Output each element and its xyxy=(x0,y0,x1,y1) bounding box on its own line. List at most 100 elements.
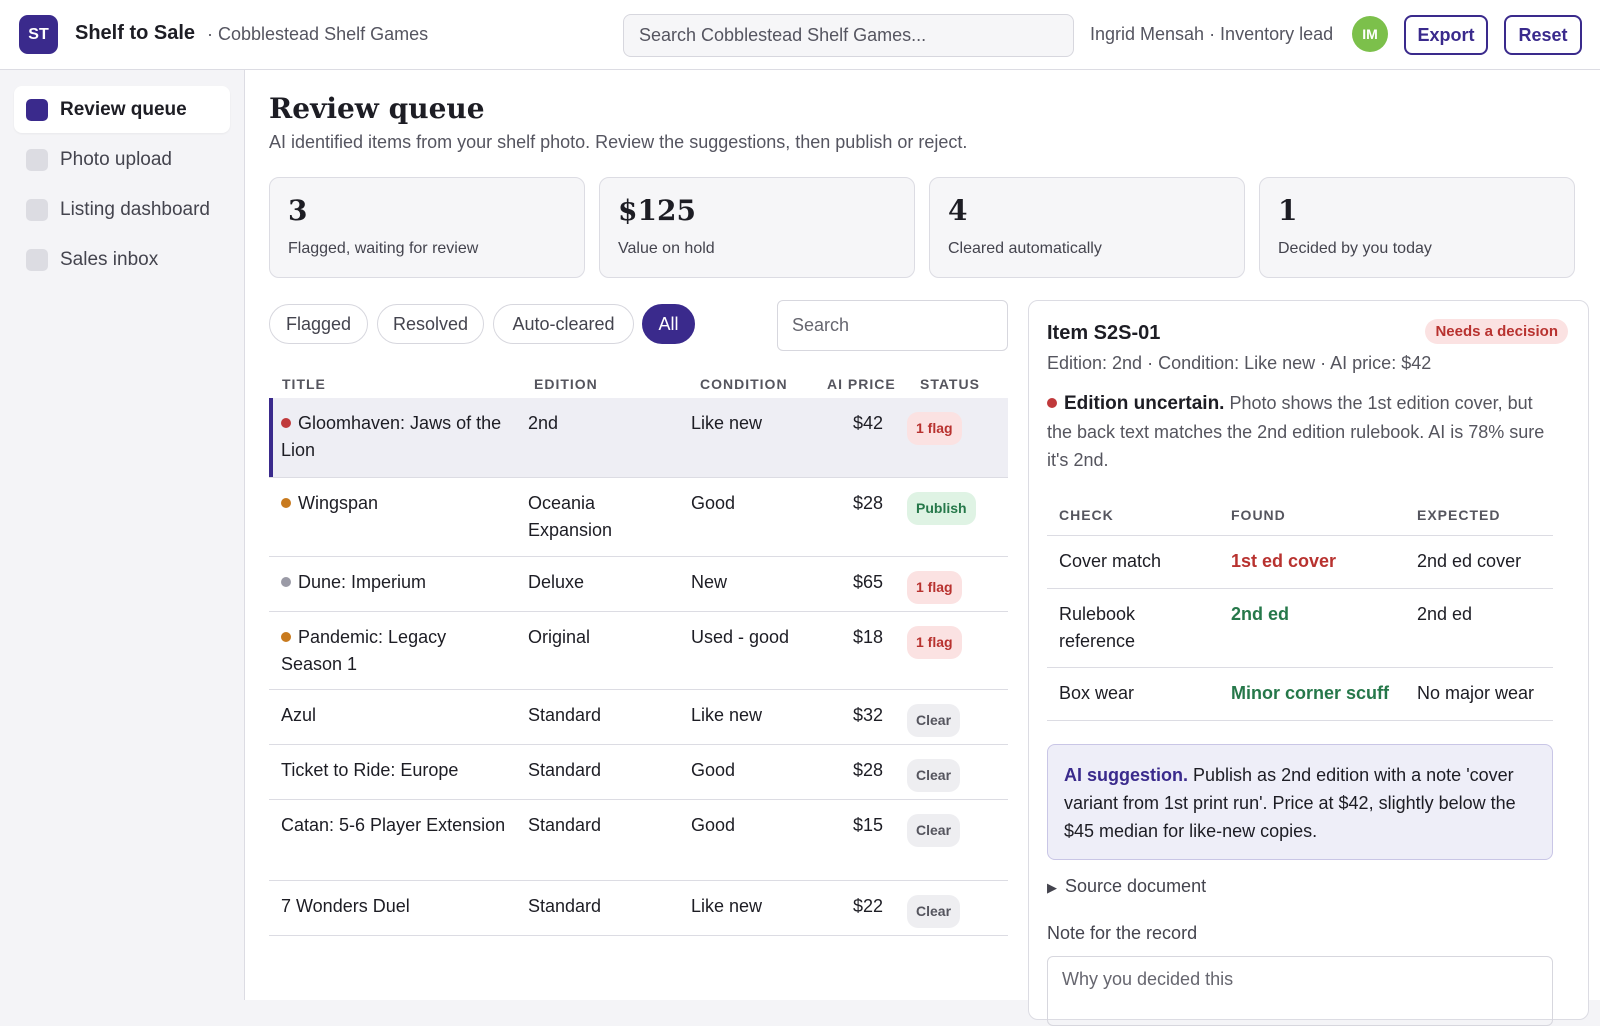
column-header-ai-price[interactable]: AI PRICE xyxy=(827,376,896,392)
column-header-condition[interactable]: CONDITION xyxy=(700,376,788,392)
triangle-right-icon: ▶ xyxy=(1047,880,1057,895)
avatar[interactable]: IM xyxy=(1352,16,1388,52)
table-row[interactable]: Ticket to Ride: Europe Standard Good $28 Cle… xyxy=(269,745,1008,800)
flag-title: Edition uncertain. xyxy=(1064,393,1225,414)
sidebar-item-listing-dashboard[interactable]: Listing dashboard xyxy=(14,186,230,233)
status-badge: Publish xyxy=(907,492,976,525)
main-content: Review queue AI identified items from yo… xyxy=(245,70,1600,1026)
sidebar-item-review-queue[interactable]: Review queue xyxy=(14,86,230,133)
note-input[interactable]: Why you decided this xyxy=(1047,956,1553,1026)
sidebar-item-sales-inbox[interactable]: Sales inbox xyxy=(14,236,230,283)
row-condition: Good xyxy=(691,760,736,780)
row-title-text: Catan: 5-6 Player Extension xyxy=(281,815,506,835)
check-row: Cover match 1st ed cover 2nd ed cover xyxy=(1047,535,1553,588)
stat-label: Value on hold xyxy=(618,240,715,257)
row-title-text: 7 Wonders Duel xyxy=(281,896,410,916)
row-status: 1 flag xyxy=(907,626,962,659)
row-title: Dune: Imperium xyxy=(281,569,511,596)
table-row[interactable]: Azul Standard Like new $32 Clear xyxy=(269,690,1008,745)
row-condition: Like new xyxy=(691,896,763,916)
table-row[interactable]: Dune: Imperium Deluxe New $65 1 flag xyxy=(269,557,1008,612)
stat-card-decided: 1 Decided by you today xyxy=(1259,177,1575,278)
sidebar-item-label: Sales inbox xyxy=(60,248,159,270)
status-badge: Clear xyxy=(907,895,961,928)
status-badge: Clear xyxy=(907,704,961,737)
status-dot-icon xyxy=(281,577,291,587)
table-row[interactable]: Wingspan Oceania Expansion Good $28 Publish xyxy=(269,478,1008,557)
check-row: Box wear Minor corner scuff No major wea… xyxy=(1047,667,1553,721)
check-found: 2nd ed xyxy=(1231,604,1290,624)
row-title: Azul xyxy=(281,702,511,729)
check-row: Rulebook reference 2nd ed 2nd ed xyxy=(1047,588,1553,667)
sidebar-item-photo-upload[interactable]: Photo upload xyxy=(14,136,230,183)
page-subtitle: AI identified items from your shelf phot… xyxy=(269,132,968,152)
expected-column-header: EXPECTED xyxy=(1417,507,1501,523)
flag-description: Edition uncertain. Photo shows the 1st e… xyxy=(1047,389,1557,474)
suggestion-title: AI suggestion. xyxy=(1064,765,1189,785)
row-title: Gloomhaven: Jaws of the Lion xyxy=(281,410,511,464)
row-status: 1 flag xyxy=(907,571,962,604)
row-title-text: Ticket to Ride: Europe xyxy=(281,760,459,780)
sidebar-item-label: Photo upload xyxy=(60,148,172,170)
global-search-input[interactable]: Search Cobblestead Shelf Games... xyxy=(623,14,1074,57)
stat-card-value-on-hold: $125 Value on hold xyxy=(599,177,915,278)
reset-button[interactable]: Reset xyxy=(1504,15,1582,55)
stat-value: 3 xyxy=(288,194,308,227)
row-edition: Standard xyxy=(528,705,602,725)
check-expected: No major wear xyxy=(1417,683,1535,703)
status-badge: 1 flag xyxy=(907,412,962,445)
sidebar-item-label: Listing dashboard xyxy=(60,198,210,220)
filter-flagged[interactable]: Flagged xyxy=(269,304,368,344)
item-id: Item S2S-01 xyxy=(1047,322,1161,344)
check-expected: 2nd ed xyxy=(1417,604,1473,624)
status-dot-icon xyxy=(281,632,291,642)
filter-all[interactable]: All xyxy=(642,304,695,344)
row-edition: Original xyxy=(528,627,591,647)
status-badge: Needs a decision xyxy=(1425,319,1568,344)
filter-resolved[interactable]: Resolved xyxy=(377,304,484,344)
flag-dot-icon xyxy=(1047,398,1057,408)
table-row[interactable]: Catan: 5-6 Player Extension Standard Good $… xyxy=(269,800,1008,881)
column-header-title[interactable]: TITLE xyxy=(282,376,326,392)
source-document-toggle[interactable]: ▶ Source document xyxy=(1047,876,1206,897)
stat-card-cleared: 4 Cleared automatically xyxy=(929,177,1245,278)
table-search-input[interactable]: Search xyxy=(777,300,1008,351)
row-status: Clear xyxy=(907,759,961,792)
row-title: Catan: 5-6 Player Extension xyxy=(281,812,511,839)
user-label: Ingrid Mensah · Inventory lead xyxy=(1090,24,1334,44)
table-row[interactable]: Pandemic: Legacy Season 1 Original Used - … xyxy=(269,612,1008,690)
row-status: Clear xyxy=(907,895,961,928)
row-ai-price: $18 xyxy=(852,627,883,647)
row-title: Ticket to Ride: Europe xyxy=(281,757,511,784)
row-condition: Good xyxy=(691,493,736,513)
row-ai-price: $65 xyxy=(852,572,883,592)
row-title: Pandemic: Legacy Season 1 xyxy=(281,624,511,678)
row-title: 7 Wonders Duel xyxy=(281,893,511,920)
row-edition: Standard xyxy=(528,896,602,916)
row-title-text: Dune: Imperium xyxy=(298,572,427,592)
note-label: Note for the record xyxy=(1047,923,1198,943)
status-dot-icon xyxy=(281,498,291,508)
table-row[interactable]: 7 Wonders Duel Standard Like new $22 Clear xyxy=(269,881,1008,936)
column-header-edition[interactable]: EDITION xyxy=(534,376,598,392)
check-found: 1st ed cover xyxy=(1231,551,1337,571)
status-badge: 1 flag xyxy=(907,571,962,604)
row-title-text: Pandemic: Legacy Season 1 xyxy=(281,627,447,674)
row-edition: Deluxe xyxy=(528,572,585,592)
export-button[interactable]: Export xyxy=(1404,15,1488,55)
app-logo: ST xyxy=(19,15,58,54)
row-ai-price: $22 xyxy=(852,896,883,916)
row-ai-price: $42 xyxy=(852,413,883,433)
status-dot-icon xyxy=(281,418,291,428)
page-title: Review queue xyxy=(269,92,485,125)
app-name: Shelf to Sale xyxy=(75,22,196,44)
table-row[interactable]: Gloomhaven: Jaws of the Lion 2nd Like new $… xyxy=(269,398,1008,478)
filter-auto-cleared[interactable]: Auto-cleared xyxy=(493,304,634,344)
row-condition: Good xyxy=(691,815,736,835)
row-condition: Like new xyxy=(691,705,763,725)
row-condition: New xyxy=(691,572,728,592)
listing-dashboard-icon xyxy=(26,198,48,221)
column-header-status[interactable]: STATUS xyxy=(920,376,980,392)
store-name: · Cobblestead Shelf Games xyxy=(207,24,429,44)
stat-label: Cleared automatically xyxy=(948,240,1102,257)
